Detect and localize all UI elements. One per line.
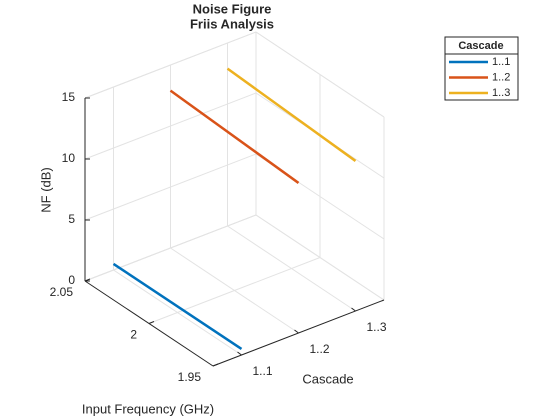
chart-subtitle: Friis Analysis	[190, 16, 274, 31]
legend: Cascade 1..1 1..2 1..3	[444, 36, 519, 101]
z-tick-label: 0	[68, 273, 75, 287]
y-tick	[237, 351, 242, 356]
y-axis-label: Cascade	[302, 371, 353, 386]
grid-line	[113, 269, 242, 356]
z-tick-label: 5	[68, 212, 75, 226]
chart-title: Noise Figure	[193, 1, 272, 16]
y-tick	[294, 329, 299, 334]
data-line	[226, 67, 357, 162]
grid-line	[227, 225, 356, 312]
z-tick-label: 10	[62, 151, 76, 165]
x-tick	[148, 321, 155, 324]
data-line	[112, 262, 243, 350]
y-tick-label: 1..2	[310, 342, 330, 356]
legend-label: 1..1	[492, 56, 510, 68]
y-tick-label: 1..1	[253, 364, 273, 378]
x-tick	[212, 363, 219, 367]
z-axis-label: NF (dB)	[38, 167, 53, 213]
data-line	[169, 89, 300, 184]
grid-line	[170, 247, 299, 334]
z-tick-label: 15	[62, 90, 76, 104]
x-tick	[84, 278, 91, 282]
x-tick-label: 2	[130, 328, 137, 342]
legend-label: 1..3	[492, 87, 510, 99]
x-tick-label: 1.95	[178, 370, 202, 384]
legend-label: 1..2	[492, 71, 510, 83]
legend-box	[444, 36, 519, 101]
y-tick	[351, 307, 356, 312]
y-tick-label: 1..3	[367, 320, 387, 334]
x-tick-label: 2.05	[50, 285, 74, 299]
legend-title: Cascade	[458, 40, 503, 52]
x-axis-label: Input Frequency (GHz)	[82, 401, 214, 416]
